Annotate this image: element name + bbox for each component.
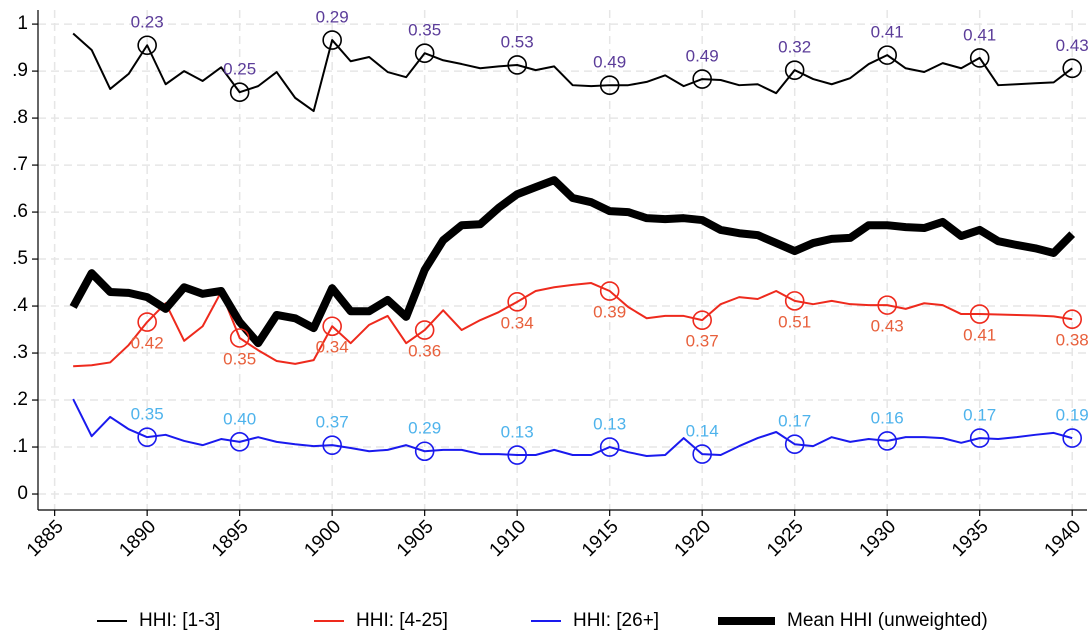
marker-circle (1062, 58, 1082, 79)
x-tick-label: 1935 (948, 516, 993, 561)
annotation-label: 0.34 (501, 313, 534, 332)
marker-circle (784, 434, 805, 455)
marker-circle (784, 291, 805, 311)
series-line (72, 398, 1073, 457)
series-line (72, 32, 1073, 113)
annotation-label: 0.43 (871, 317, 904, 336)
annotation-label: 0.35 (408, 21, 441, 40)
annotation-label: 0.49 (593, 53, 626, 72)
y-tick-label: 0 (17, 483, 28, 504)
x-tick-label: 1915 (578, 516, 623, 561)
annotation-label: 0.41 (963, 326, 996, 345)
x-tick-label: 1890 (115, 516, 160, 561)
marker-circle (414, 441, 435, 462)
x-tick-label: 1930 (856, 516, 901, 561)
marker-circle (322, 316, 342, 337)
marker-circle (137, 312, 157, 332)
annotation-label: 0.35 (223, 349, 256, 368)
marker-circle (322, 30, 342, 50)
annotation-label: 0.13 (501, 423, 534, 442)
y-tick-label: .1 (12, 436, 28, 457)
series-line (73, 282, 1073, 368)
marker-circle (692, 310, 712, 330)
annotation-label: 0.37 (686, 332, 719, 351)
annotation-label: 0.17 (963, 406, 996, 425)
annotation-label: 0.34 (316, 338, 349, 357)
annotation-label: 0.38 (1056, 331, 1089, 350)
marker-circle (507, 292, 527, 312)
annotation-label: 0.13 (593, 415, 626, 434)
annotation-label: 0.41 (963, 25, 996, 44)
marker-circle (137, 427, 157, 447)
marker-circle (599, 75, 620, 95)
annotation-label: 0.41 (871, 23, 904, 42)
annotation-label: 0.42 (131, 334, 164, 353)
marker-circle (229, 82, 250, 103)
marker-circle (969, 304, 990, 324)
y-tick-label: .5 (12, 248, 28, 269)
annotation-label: 0.53 (501, 32, 534, 51)
y-tick-label: .3 (12, 342, 28, 363)
marker-circle (229, 328, 250, 348)
x-tick-label: 1900 (300, 516, 345, 561)
y-tick-label: .8 (12, 107, 28, 128)
marker-circle (692, 444, 712, 464)
legend-label: HHI: [1-3] (139, 610, 220, 631)
marker-circle (1062, 428, 1082, 448)
annotation-label: 0.16 (871, 408, 904, 427)
marker-circle (969, 428, 990, 448)
annotation-label: 0.39 (593, 302, 626, 321)
annotation-label: 0.29 (316, 8, 349, 27)
marker-circle (507, 55, 527, 75)
x-tick-label: 1925 (763, 516, 808, 561)
marker-circle (322, 435, 342, 455)
x-tick-label: 1920 (671, 516, 716, 561)
annotation-label: 0.49 (686, 47, 719, 66)
x-tick-label: 1895 (208, 516, 253, 561)
annotation-label: 0.25 (223, 60, 256, 79)
annotation-label: 0.37 (316, 413, 349, 432)
marker-circle (692, 69, 712, 89)
marker-circle (784, 60, 805, 80)
marker-circle (229, 432, 250, 452)
marker-circle (1062, 309, 1082, 330)
marker-circle (877, 45, 897, 65)
series-line (69, 176, 1076, 348)
y-tick-label: .2 (12, 389, 28, 410)
legend-label: HHI: [4-25] (356, 610, 448, 631)
annotation-label: 0.14 (686, 422, 719, 441)
annotation-label: 0.40 (223, 409, 256, 428)
x-tick-label: 1910 (486, 516, 531, 561)
legend-label: HHI: [26+] (573, 610, 659, 631)
y-tick-label: .9 (12, 60, 28, 81)
marker-circle (137, 35, 157, 56)
marker-circle (414, 43, 435, 64)
annotation-label: 0.43 (1056, 36, 1089, 55)
marker-circle (414, 320, 435, 340)
y-tick-label: .7 (12, 154, 28, 175)
x-tick-label: 1885 (23, 516, 68, 561)
annotation-label: 0.51 (778, 312, 811, 331)
y-tick-label: .4 (12, 295, 28, 316)
marker-circle (507, 445, 527, 465)
annotation-label: 0.19 (1056, 406, 1089, 425)
legend-label: Mean HHI (unweighted) (787, 610, 988, 631)
x-tick-label: 1940 (1041, 516, 1086, 561)
marker-circle (599, 437, 620, 457)
annotation-label: 0.29 (408, 419, 441, 438)
marker-circle (969, 48, 990, 68)
annotation-label: 0.36 (408, 342, 441, 361)
x-tick-label: 1905 (393, 516, 438, 561)
marker-circle (599, 281, 620, 301)
annotation-label: 0.32 (778, 38, 811, 57)
y-tick-label: 1 (17, 13, 28, 34)
marker-circle (877, 431, 897, 451)
annotation-label: 0.17 (778, 412, 811, 431)
annotation-label: 0.35 (131, 405, 164, 424)
annotation-label: 0.23 (131, 13, 164, 32)
marker-circle (877, 295, 897, 315)
y-tick-label: .6 (12, 201, 28, 222)
